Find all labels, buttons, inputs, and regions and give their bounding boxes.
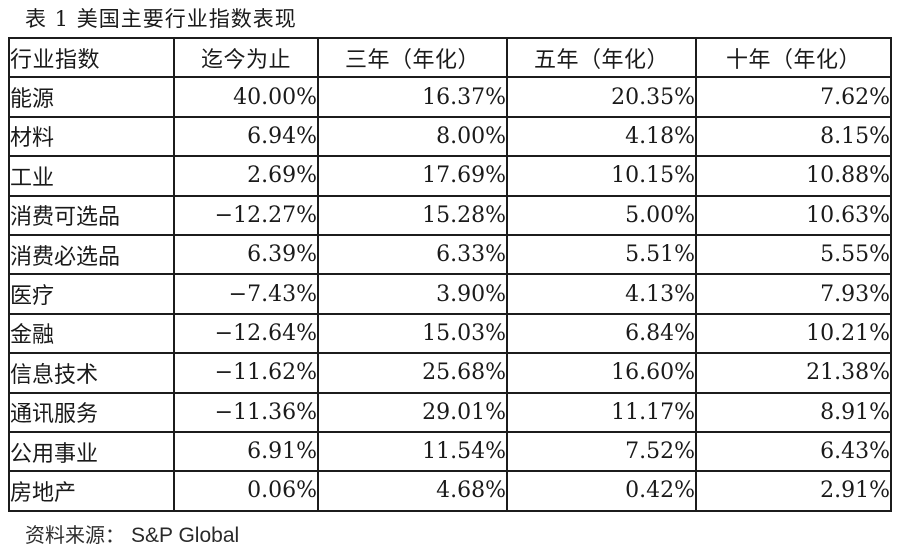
- industry-name-cell: 公用事业: [8, 430, 175, 473]
- value-cell: 6.43%: [695, 430, 892, 473]
- value-cell: 40.00%: [173, 76, 319, 118]
- table-row-consumer-staples: 消费必选品 6.39% 6.33% 5.51% 5.55%: [8, 233, 892, 276]
- header-3yr-annualized: 三年（年化）: [317, 36, 508, 79]
- value-cell: 4.18%: [506, 115, 697, 158]
- value-cell: 25.68%: [317, 352, 508, 394]
- value-cell: 2.69%: [173, 155, 319, 197]
- table-row-communication-services: 通讯服务 −11.36% 29.01% 11.17% 8.91%: [8, 391, 892, 433]
- value-cell: 11.17%: [506, 391, 697, 433]
- industry-name-cell: 信息技术: [8, 352, 175, 394]
- value-cell: −7.43%: [173, 273, 319, 315]
- value-cell: 8.00%: [317, 115, 508, 158]
- value-cell: −12.27%: [173, 194, 319, 236]
- table-row-utilities: 公用事业 6.91% 11.54% 7.52% 6.43%: [8, 430, 892, 473]
- value-cell: 21.38%: [695, 352, 892, 394]
- value-cell: 6.91%: [173, 430, 319, 473]
- table-body: 能源 40.00% 16.37% 20.35% 7.62% 材料 6.94% 8…: [8, 76, 892, 512]
- value-cell: 11.54%: [317, 430, 508, 473]
- industry-name-cell: 材料: [8, 115, 175, 158]
- industry-name-cell: 能源: [8, 76, 175, 118]
- table-header-row: 行业指数 迄今为止 三年（年化） 五年（年化） 十年（年化）: [8, 36, 892, 79]
- industry-name-cell: 消费必选品: [8, 233, 175, 276]
- value-cell: 10.88%: [695, 155, 892, 197]
- value-cell: 6.94%: [173, 115, 319, 158]
- value-cell: 2.91%: [695, 470, 892, 512]
- value-cell: 16.60%: [506, 352, 697, 394]
- industry-name-cell: 消费可选品: [8, 194, 175, 236]
- source-label: 资料来源：: [25, 522, 125, 547]
- value-cell: 8.91%: [695, 391, 892, 433]
- value-cell: −12.64%: [173, 312, 319, 355]
- header-industry-index: 行业指数: [8, 36, 175, 79]
- header-10yr-annualized: 十年（年化）: [695, 36, 892, 79]
- source-value: S&P Global: [131, 523, 240, 547]
- header-row: 行业指数 迄今为止 三年（年化） 五年（年化） 十年（年化）: [8, 36, 892, 79]
- value-cell: 8.15%: [695, 115, 892, 158]
- table-row-materials: 材料 6.94% 8.00% 4.18% 8.15%: [8, 115, 892, 158]
- value-cell: 10.15%: [506, 155, 697, 197]
- industry-name-cell: 通讯服务: [8, 391, 175, 433]
- value-cell: 5.00%: [506, 194, 697, 236]
- industry-name-cell: 工业: [8, 155, 175, 197]
- value-cell: 10.21%: [695, 312, 892, 355]
- value-cell: 16.37%: [317, 76, 508, 118]
- table-row-industrials: 工业 2.69% 17.69% 10.15% 10.88%: [8, 155, 892, 197]
- table-row-real-estate: 房地产 0.06% 4.68% 0.42% 2.91%: [8, 470, 892, 512]
- value-cell: 4.68%: [317, 470, 508, 512]
- source-line: 资料来源： S&P Global: [25, 519, 900, 547]
- table-row-healthcare: 医疗 −7.43% 3.90% 4.13% 7.93%: [8, 273, 892, 315]
- table-row-consumer-discretionary: 消费可选品 −12.27% 15.28% 5.00% 10.63%: [8, 194, 892, 236]
- value-cell: −11.62%: [173, 352, 319, 394]
- value-cell: 7.93%: [695, 273, 892, 315]
- value-cell: −11.36%: [173, 391, 319, 433]
- value-cell: 4.13%: [506, 273, 697, 315]
- value-cell: 15.28%: [317, 194, 508, 236]
- value-cell: 17.69%: [317, 155, 508, 197]
- value-cell: 10.63%: [695, 194, 892, 236]
- table-row-information-technology: 信息技术 −11.62% 25.68% 16.60% 21.38%: [8, 352, 892, 394]
- industry-name-cell: 房地产: [8, 470, 175, 512]
- industry-index-table: 行业指数 迄今为止 三年（年化） 五年（年化） 十年（年化） 能源 40.00%…: [8, 36, 892, 512]
- industry-name-cell: 医疗: [8, 273, 175, 315]
- header-5yr-annualized: 五年（年化）: [506, 36, 697, 79]
- table-row-financials: 金融 −12.64% 15.03% 6.84% 10.21%: [8, 312, 892, 355]
- value-cell: 15.03%: [317, 312, 508, 355]
- table-caption: 表 1 美国主要行业指数表现: [25, 7, 297, 31]
- header-ytd: 迄今为止: [173, 36, 319, 79]
- table-row-energy: 能源 40.00% 16.37% 20.35% 7.62%: [8, 76, 892, 118]
- value-cell: 20.35%: [506, 76, 697, 118]
- industry-name-cell: 金融: [8, 312, 175, 355]
- value-cell: 0.42%: [506, 470, 697, 512]
- value-cell: 7.62%: [695, 76, 892, 118]
- value-cell: 5.55%: [695, 233, 892, 276]
- value-cell: 5.51%: [506, 233, 697, 276]
- value-cell: 0.06%: [173, 470, 319, 512]
- value-cell: 29.01%: [317, 391, 508, 433]
- value-cell: 3.90%: [317, 273, 508, 315]
- value-cell: 7.52%: [506, 430, 697, 473]
- value-cell: 6.33%: [317, 233, 508, 276]
- value-cell: 6.39%: [173, 233, 319, 276]
- value-cell: 6.84%: [506, 312, 697, 355]
